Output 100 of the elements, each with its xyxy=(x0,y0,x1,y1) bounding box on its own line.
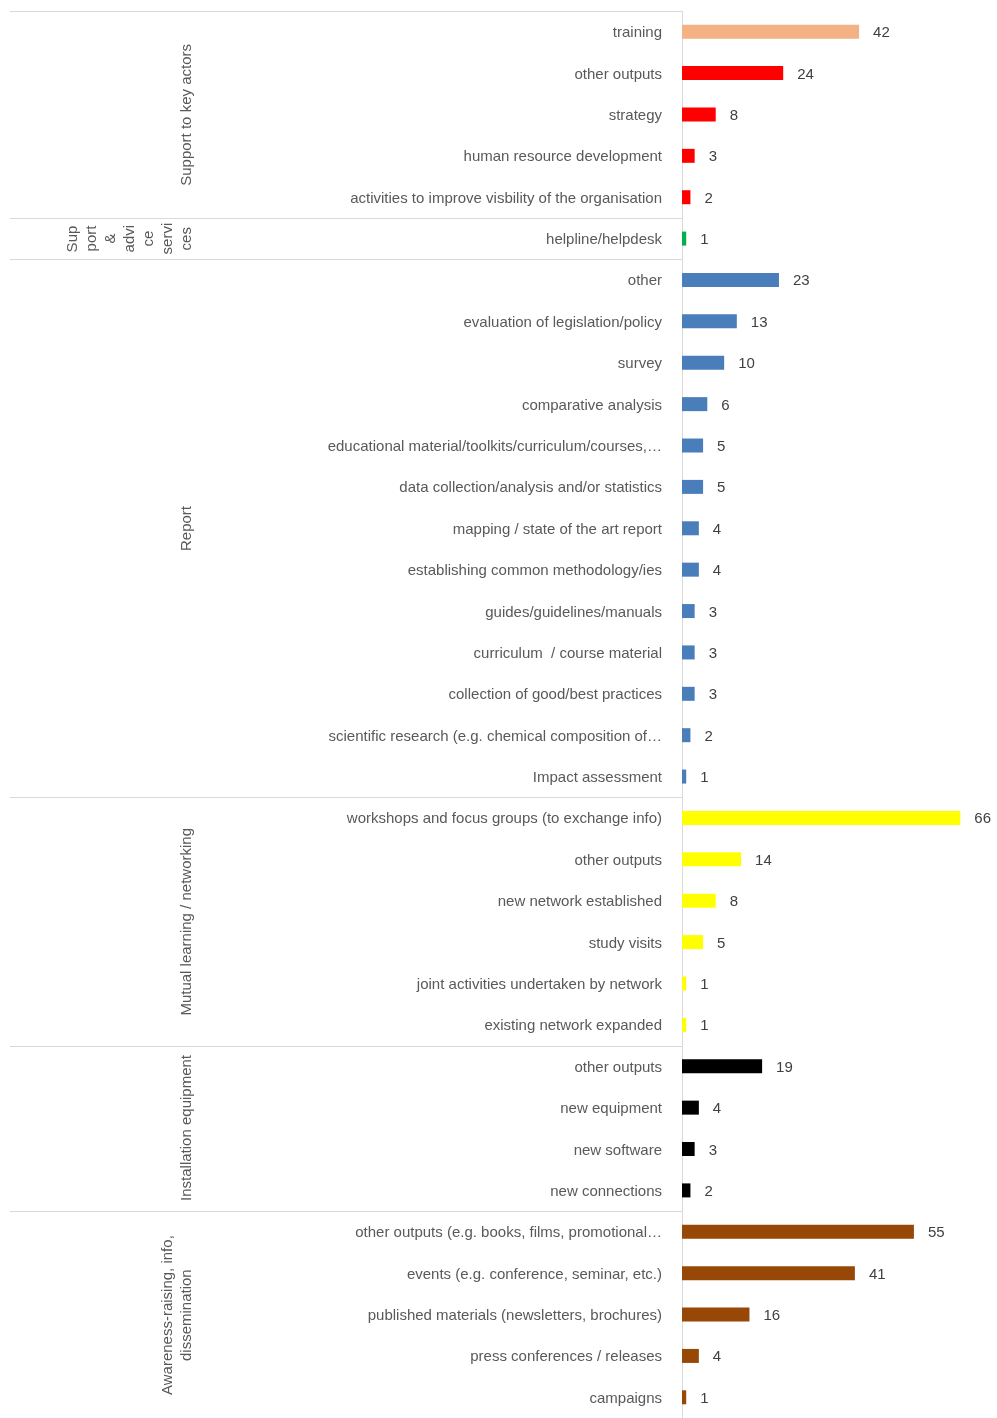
y-tick-label: collection of good/best practices xyxy=(448,685,662,703)
bar xyxy=(682,562,699,577)
bar xyxy=(682,1266,855,1281)
bar xyxy=(682,521,699,536)
bar xyxy=(682,24,860,39)
bar xyxy=(682,686,695,701)
y-tick-label: strategy xyxy=(608,105,663,123)
y-tick-label: helpline/helpdesk xyxy=(546,230,663,248)
data-label: 1 xyxy=(700,768,709,786)
data-label: 5 xyxy=(717,933,726,951)
data-label: 4 xyxy=(712,519,722,537)
bar xyxy=(682,852,742,867)
text: Support & advice services xyxy=(62,221,195,256)
data-label: 13 xyxy=(750,312,768,330)
data-label: 55 xyxy=(927,1223,945,1241)
y-tick-label: campaigns xyxy=(589,1388,662,1406)
text: Report xyxy=(176,505,195,551)
y-tick-label: activities to improve visbility of the organisation xyxy=(350,188,662,206)
y-tick-label: comparative analysis xyxy=(521,395,662,413)
bar xyxy=(682,479,704,494)
data-label: 8 xyxy=(729,105,739,123)
data-label: 16 xyxy=(763,1306,781,1324)
bar xyxy=(682,107,716,122)
y-tick-label: educational material/toolkits/curriculum/courses,… xyxy=(327,437,662,455)
text: Mutual learning / networking xyxy=(176,827,195,1016)
bar xyxy=(682,314,737,329)
bar xyxy=(682,272,779,287)
data-label: 1 xyxy=(700,974,709,992)
bar xyxy=(682,148,695,163)
y-tick-label: new equipment xyxy=(560,1099,663,1117)
data-label: 2 xyxy=(704,1181,713,1199)
data-label: 1 xyxy=(700,1016,709,1034)
bar xyxy=(682,810,961,825)
bar xyxy=(682,976,687,991)
y-tick-label: press conferences / releases xyxy=(470,1347,662,1365)
bar xyxy=(682,935,704,950)
data-label: 6 xyxy=(721,395,730,413)
y-tick-label: mapping / state of the art report xyxy=(452,519,663,537)
bar xyxy=(682,1224,914,1239)
y-tick-label: guides/guidelines/manuals xyxy=(485,602,662,620)
y-tick-label: human resource development xyxy=(463,147,663,165)
data-label: 8 xyxy=(729,892,739,910)
bar xyxy=(682,397,708,412)
bar xyxy=(682,893,716,908)
bar xyxy=(682,231,687,246)
y-tick-label: joint activities undertaken by network xyxy=(415,974,663,992)
data-label: 1 xyxy=(700,230,709,248)
data-label: 19 xyxy=(776,1057,793,1075)
data-label: 1 xyxy=(700,1388,709,1406)
data-label: 66 xyxy=(974,809,991,827)
y-tick-label: new connections xyxy=(550,1181,662,1199)
bar xyxy=(682,604,695,619)
data-label: 3 xyxy=(708,1140,717,1158)
data-label: 3 xyxy=(708,685,717,703)
y-tick-label: curriculum / course material xyxy=(473,643,662,661)
bar xyxy=(682,66,784,81)
y-tick-label: published materials (newsletters, brochures) xyxy=(367,1306,662,1324)
y-tick-label: other outputs xyxy=(574,64,662,82)
text: Support to key actors xyxy=(176,43,195,186)
data-label: 3 xyxy=(708,602,717,620)
y-tick-label: evaluation of legislation/policy xyxy=(463,312,663,330)
data-label: 4 xyxy=(712,1099,722,1117)
bar xyxy=(682,1390,687,1405)
y-tick-label: other outputs (e.g. books, films, promotional… xyxy=(355,1223,662,1241)
y-tick-label: training xyxy=(612,23,662,41)
data-label: 42 xyxy=(873,23,890,41)
bar xyxy=(682,645,695,660)
bar xyxy=(682,1059,763,1074)
data-label: 4 xyxy=(712,1347,722,1365)
text: Installation equipment xyxy=(176,1055,195,1202)
y-tick-label: new software xyxy=(573,1140,662,1158)
data-label: 3 xyxy=(708,643,717,661)
bar xyxy=(682,728,691,743)
bar xyxy=(682,190,691,205)
bar xyxy=(682,1100,699,1115)
bar xyxy=(682,355,725,370)
y-tick-label: scientific research (e.g. chemical composition of… xyxy=(328,726,662,744)
y-tick-label: existing network expanded xyxy=(484,1016,662,1034)
y-tick-label: other xyxy=(627,271,662,289)
y-tick-label: workshops and focus groups (to exchange info) xyxy=(345,809,662,827)
bar xyxy=(682,1183,691,1198)
data-label: 3 xyxy=(708,147,717,165)
bar xyxy=(682,1348,699,1363)
y-tick-label: other outputs xyxy=(574,1057,662,1075)
data-label: 2 xyxy=(704,726,713,744)
data-label: 23 xyxy=(792,271,810,289)
y-tick-label: survey xyxy=(617,354,663,372)
y-tick-label: Impact assessment xyxy=(532,768,663,786)
bar xyxy=(682,1307,750,1322)
y-tick-label: events (e.g. conference, seminar, etc.) xyxy=(406,1264,662,1282)
data-label: 4 xyxy=(712,561,722,579)
data-label: 2 xyxy=(704,188,713,206)
data-label: 5 xyxy=(717,437,726,455)
y-tick-label: study visits xyxy=(588,933,662,951)
bar xyxy=(682,438,704,453)
text: Awareness-raising, info, dissemination xyxy=(157,1233,195,1397)
bar xyxy=(682,769,687,784)
data-label: 41 xyxy=(868,1264,886,1282)
data-label: 5 xyxy=(717,478,726,496)
bar xyxy=(682,1017,687,1032)
